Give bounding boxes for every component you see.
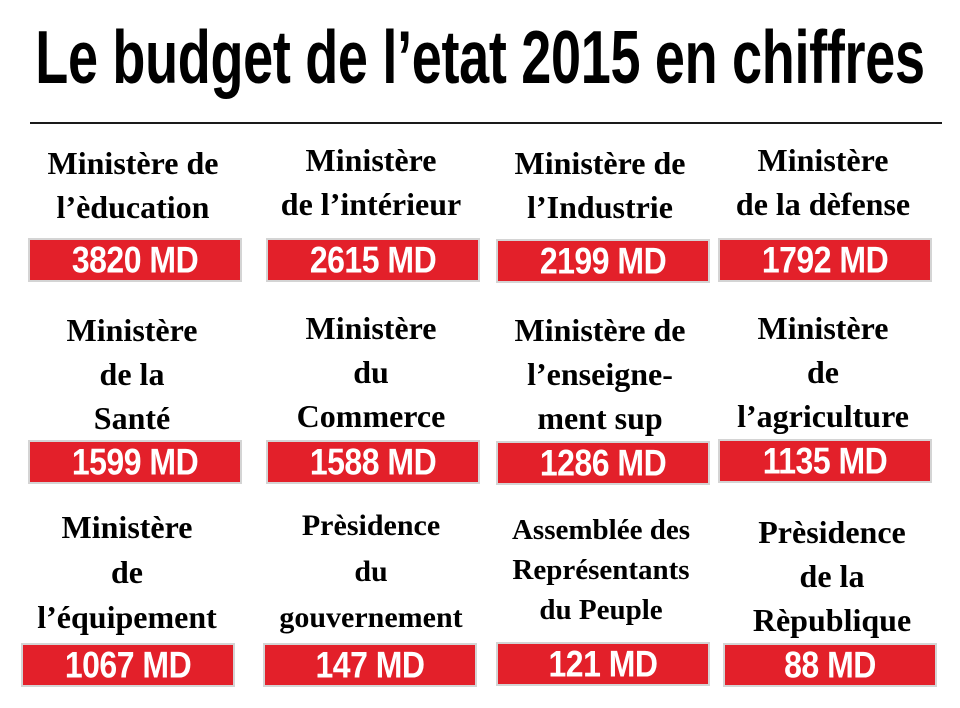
amount-badge-sante: 1599 MD — [30, 442, 240, 482]
amount-badge-industrie: 2199 MD — [498, 241, 708, 281]
label-ministere-agriculture: Ministère de l’agriculture — [703, 306, 943, 438]
page-title: Le budget de l’etat 2015 en chiffres — [35, 16, 925, 100]
label-line: de la — [799, 558, 865, 594]
label-ministere-sante: Ministère de la Santé — [12, 308, 252, 440]
label-line: Ministère — [305, 310, 437, 346]
label-line: du Peuple — [539, 594, 663, 626]
label-line: Ministère de — [47, 145, 219, 181]
label-line: du — [353, 354, 389, 390]
label-line: Prèsidence — [301, 509, 441, 542]
amount-value: 1067 MD — [64, 645, 192, 685]
label-line: Rèpublique — [752, 602, 912, 638]
amount-value: 121 MD — [548, 644, 658, 684]
amount-badge-education: 3820 MD — [30, 240, 240, 280]
label-line: Ministère — [61, 509, 193, 545]
label-line: Ministère — [305, 142, 437, 178]
amount-value: 1599 MD — [71, 442, 199, 482]
label-presidence-republique: Prèsidence de la Rèpublique — [712, 510, 952, 642]
amount-value: 2615 MD — [309, 240, 437, 280]
label-ministere-enseignement-superieur: Ministère de l’enseigne- ment sup — [480, 308, 720, 440]
amount-value: 88 MD — [784, 645, 876, 685]
label-line: Assemblée des — [511, 514, 690, 546]
label-line: Ministère — [66, 312, 198, 348]
label-line: l’èducation — [56, 189, 210, 225]
amount-value: 1286 MD — [539, 443, 667, 483]
label-ministere-industrie: Ministère de l’Industrie — [480, 141, 720, 229]
amount-badge-presidence-republique: 88 MD — [725, 645, 935, 685]
label-line: l’équipement — [37, 599, 217, 635]
amount-badge-commerce: 1588 MD — [268, 442, 478, 482]
label-line: Prèsidence — [758, 514, 906, 550]
label-ministere-defense: Ministère de la dèfense — [703, 138, 943, 226]
amount-badge-agriculture: 1135 MD — [720, 441, 930, 481]
label-line: de — [807, 354, 839, 390]
label-line: Représentants — [512, 554, 690, 586]
label-line: l’Industrie — [527, 189, 673, 225]
label-ministere-commerce: Ministère du Commerce — [251, 306, 491, 438]
label-line: de l’intérieur — [280, 186, 462, 222]
amount-badge-assemblee-representants: 121 MD — [498, 644, 708, 684]
label-ministere-equipement: Ministère de l’équipement — [7, 505, 247, 640]
label-line: l’agriculture — [737, 398, 909, 434]
label-presidence-gouvernement: Prèsidence du gouvernement — [251, 503, 491, 641]
label-ministere-interieur: Ministère de l’intérieur — [251, 138, 491, 226]
amount-badge-presidence-gouvernement: 147 MD — [265, 645, 475, 685]
amount-badge-interieur: 2615 MD — [268, 240, 478, 280]
label-line: ment sup — [537, 400, 663, 436]
amount-badge-equipement: 1067 MD — [23, 645, 233, 685]
label-line: Ministère de — [514, 312, 686, 348]
amount-value: 2199 MD — [539, 241, 667, 281]
label-line: du — [354, 555, 388, 588]
label-line: de — [111, 554, 143, 590]
label-ministere-education: Ministère de l’èducation — [13, 141, 253, 229]
label-line: Santé — [93, 400, 171, 436]
label-line: de la — [99, 356, 165, 392]
label-line: Commerce — [296, 398, 446, 434]
label-line: Ministère — [757, 142, 889, 178]
label-line: de la dèfense — [735, 186, 911, 222]
amount-value: 3820 MD — [71, 240, 199, 280]
amount-value: 147 MD — [315, 645, 425, 685]
title-divider — [30, 122, 942, 124]
label-assemblee-representants: Assemblée des Représentants du Peuple — [481, 510, 721, 630]
amount-badge-defense: 1792 MD — [720, 240, 930, 280]
amount-value: 1135 MD — [762, 441, 888, 481]
amount-value: 1588 MD — [309, 442, 437, 482]
amount-value: 1792 MD — [761, 240, 889, 280]
label-line: Ministère — [757, 310, 889, 346]
amount-badge-enseignement-superieur: 1286 MD — [498, 443, 708, 483]
label-line: l’enseigne- — [527, 356, 673, 392]
label-line: gouvernement — [279, 601, 463, 634]
label-line: Ministère de — [514, 145, 686, 181]
